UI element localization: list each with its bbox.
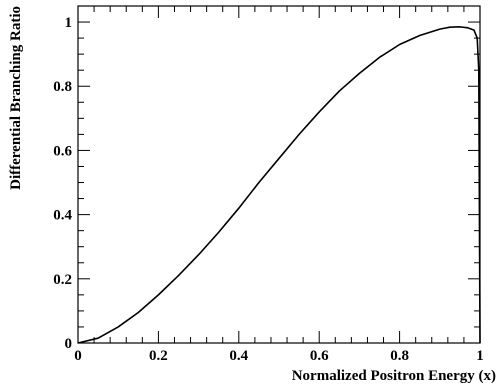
y-tick-label: 0.6 — [53, 143, 72, 159]
series-line — [77, 26, 481, 344]
x-tick-label: 0.4 — [229, 348, 248, 364]
y-tick-label: 0.2 — [53, 272, 72, 288]
x-tick-label: 0.8 — [390, 348, 409, 364]
x-tick-label: 0 — [74, 348, 82, 364]
y-axis-label: Differential Branching Ratio — [8, 6, 24, 190]
plot-frame — [77, 5, 481, 344]
y-tick-label: 0.8 — [53, 79, 72, 95]
tick-marks — [77, 5, 481, 344]
x-axis-label: Normalized Positron Energy (x) — [292, 368, 496, 384]
tick-labels: 0 0.2 0.4 0.6 0.8 1 0 0.2 0.4 0.6 0.8 1 — [53, 15, 484, 364]
x-tick-label: 1 — [476, 348, 484, 364]
y-tick-label: 1 — [65, 15, 73, 31]
axes — [77, 5, 481, 344]
y-tick-label: 0 — [65, 336, 73, 352]
x-tick-label: 0.6 — [310, 348, 329, 364]
series-layer — [77, 26, 481, 344]
y-tick-label: 0.4 — [53, 208, 72, 224]
x-tick-label: 0.2 — [149, 348, 168, 364]
